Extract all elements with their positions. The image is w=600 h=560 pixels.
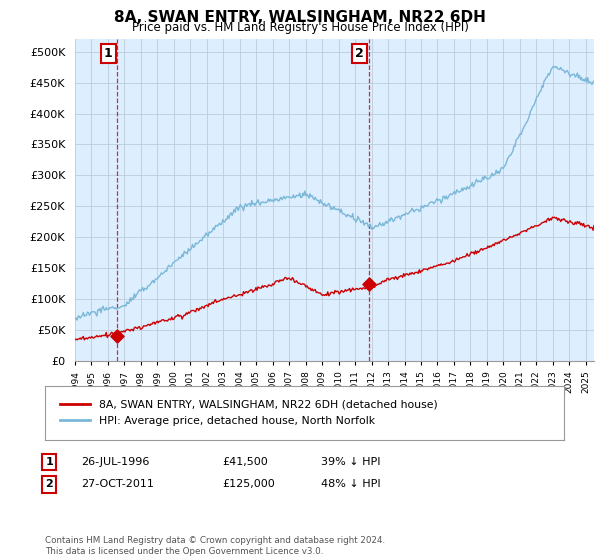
Text: 27-OCT-2011: 27-OCT-2011: [81, 479, 154, 489]
Text: 2: 2: [355, 47, 364, 60]
Text: £41,500: £41,500: [222, 457, 268, 467]
Text: £125,000: £125,000: [222, 479, 275, 489]
Point: [113, 331, 122, 340]
Text: Price paid vs. HM Land Registry's House Price Index (HPI): Price paid vs. HM Land Registry's House …: [131, 21, 469, 34]
Text: 2: 2: [46, 479, 53, 489]
Point: [364, 279, 373, 288]
Text: 1: 1: [46, 457, 53, 467]
Legend: 8A, SWAN ENTRY, WALSINGHAM, NR22 6DH (detached house), HPI: Average price, detac: 8A, SWAN ENTRY, WALSINGHAM, NR22 6DH (de…: [56, 395, 442, 431]
Text: 1: 1: [104, 47, 112, 60]
Text: 26-JUL-1996: 26-JUL-1996: [81, 457, 149, 467]
Text: 8A, SWAN ENTRY, WALSINGHAM, NR22 6DH: 8A, SWAN ENTRY, WALSINGHAM, NR22 6DH: [114, 10, 486, 25]
Text: Contains HM Land Registry data © Crown copyright and database right 2024.
This d: Contains HM Land Registry data © Crown c…: [45, 536, 385, 556]
Text: 48% ↓ HPI: 48% ↓ HPI: [321, 479, 380, 489]
Text: 39% ↓ HPI: 39% ↓ HPI: [321, 457, 380, 467]
